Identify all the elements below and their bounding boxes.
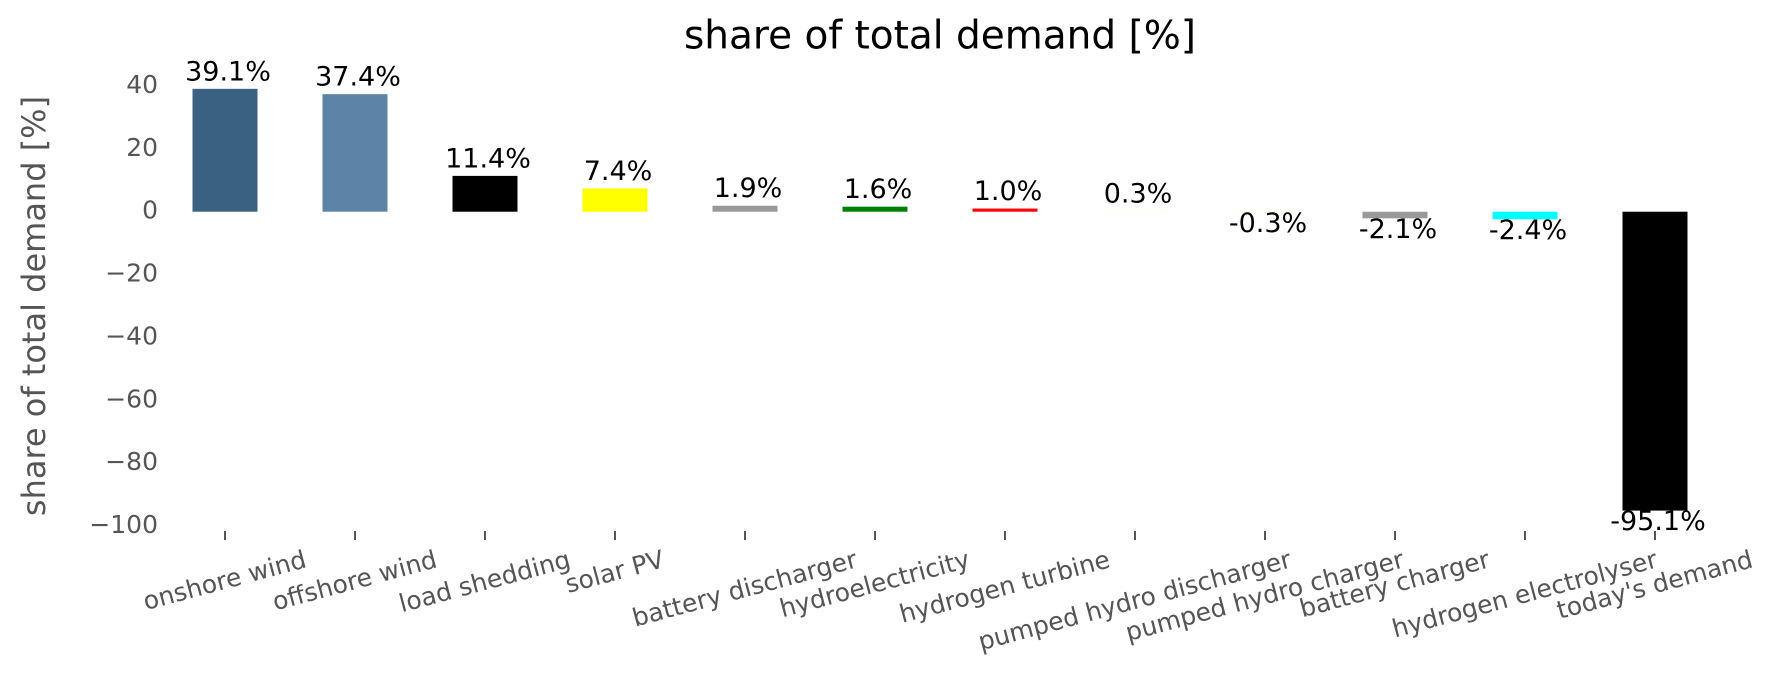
y-tick-label: 0	[142, 196, 158, 225]
y-tick-label: −80	[105, 447, 158, 476]
value-label: -0.3%	[1229, 208, 1307, 239]
bar	[1362, 211, 1428, 219]
bar	[192, 88, 258, 212]
value-label: -2.4%	[1489, 215, 1567, 246]
value-label: 37.4%	[315, 62, 401, 93]
bar	[712, 205, 778, 212]
value-label: 1.6%	[844, 174, 913, 205]
chart-title: share of total demand [%]	[684, 14, 1196, 59]
bar	[322, 94, 388, 212]
y-tick-label: 40	[126, 70, 158, 99]
bar	[1232, 211, 1298, 213]
y-tick-label: −20	[105, 259, 158, 288]
value-label: -2.1%	[1359, 214, 1437, 245]
y-tick-label: −40	[105, 321, 158, 350]
bar	[1492, 211, 1558, 220]
value-label: 1.9%	[714, 173, 783, 204]
y-axis-label: share of total demand [%]	[15, 96, 53, 516]
bar	[452, 175, 518, 212]
value-label: 11.4%	[445, 143, 531, 174]
y-tick-label: 20	[126, 133, 158, 162]
bar	[842, 206, 908, 212]
value-label: 1.0%	[974, 176, 1043, 207]
bar	[1102, 210, 1168, 212]
value-label: 39.1%	[185, 56, 271, 87]
y-tick-label: −60	[105, 384, 158, 413]
x-tick-label: solar PV	[562, 545, 667, 599]
value-label: 7.4%	[584, 156, 653, 187]
bar	[582, 188, 648, 212]
value-label: 0.3%	[1104, 178, 1173, 209]
value-label: -95.1%	[1610, 506, 1706, 537]
bar	[1622, 211, 1688, 511]
bar	[972, 208, 1038, 212]
y-tick-label: −100	[89, 510, 158, 539]
